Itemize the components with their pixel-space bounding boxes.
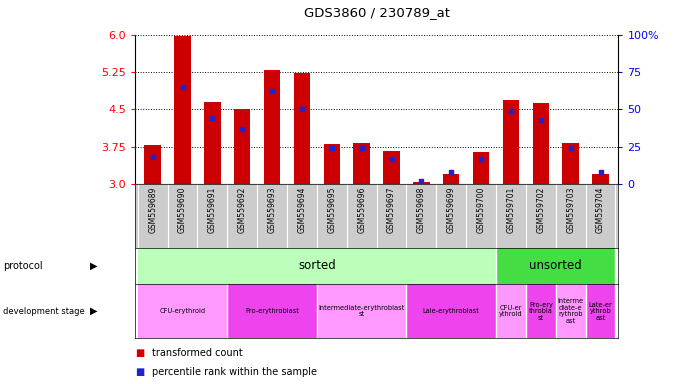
Text: Pro-ery
throbla
st: Pro-ery throbla st bbox=[529, 301, 553, 321]
Point bbox=[386, 156, 397, 162]
Text: GSM559703: GSM559703 bbox=[566, 187, 575, 233]
Text: CFU-er
ythroid: CFU-er ythroid bbox=[499, 305, 523, 317]
Text: Late-er
ythrob
ast: Late-er ythrob ast bbox=[589, 301, 612, 321]
Point bbox=[446, 169, 457, 175]
Bar bbox=[473, 152, 489, 184]
Bar bbox=[585, 284, 616, 338]
Text: development stage: development stage bbox=[3, 306, 85, 316]
Bar bbox=[227, 284, 317, 338]
Text: GDS3860 / 230789_at: GDS3860 / 230789_at bbox=[303, 6, 450, 19]
Bar bbox=[562, 143, 579, 184]
Text: transformed count: transformed count bbox=[152, 348, 243, 358]
Text: ■: ■ bbox=[135, 367, 144, 377]
Text: GSM559691: GSM559691 bbox=[208, 187, 217, 233]
Text: ▶: ▶ bbox=[90, 261, 97, 271]
Bar bbox=[323, 144, 340, 184]
Text: Interme
diate-e
rythrob
ast: Interme diate-e rythrob ast bbox=[558, 298, 584, 324]
Text: GSM559689: GSM559689 bbox=[148, 187, 157, 233]
Text: GSM559693: GSM559693 bbox=[267, 187, 276, 233]
Text: Lale-erythroblast: Lale-erythroblast bbox=[423, 308, 480, 314]
Point bbox=[475, 156, 486, 162]
Text: Pro-erythroblast: Pro-erythroblast bbox=[245, 308, 299, 314]
Bar bbox=[234, 109, 250, 184]
Point bbox=[177, 84, 188, 90]
Point bbox=[147, 154, 158, 161]
Bar bbox=[174, 36, 191, 184]
Point bbox=[416, 178, 427, 184]
Text: CFU-erythroid: CFU-erythroid bbox=[160, 308, 206, 314]
Bar bbox=[496, 248, 616, 284]
Point bbox=[237, 126, 248, 132]
Point bbox=[326, 145, 337, 151]
Bar bbox=[264, 70, 281, 184]
Bar bbox=[592, 174, 609, 184]
Bar bbox=[443, 174, 460, 184]
Text: GSM559701: GSM559701 bbox=[507, 187, 515, 233]
Bar bbox=[138, 248, 496, 284]
Text: GSM559696: GSM559696 bbox=[357, 187, 366, 233]
Bar bbox=[354, 143, 370, 184]
Text: Intermediate-erythroblast
st: Intermediate-erythroblast st bbox=[319, 305, 405, 317]
Text: unsorted: unsorted bbox=[529, 260, 582, 272]
Bar bbox=[413, 182, 430, 184]
Point bbox=[356, 145, 367, 151]
Text: GSM559702: GSM559702 bbox=[536, 187, 545, 233]
Text: GSM559694: GSM559694 bbox=[297, 187, 306, 233]
Bar bbox=[317, 284, 406, 338]
Text: ▶: ▶ bbox=[90, 306, 97, 316]
Bar bbox=[406, 284, 496, 338]
Bar bbox=[526, 284, 556, 338]
Point bbox=[207, 115, 218, 121]
Text: percentile rank within the sample: percentile rank within the sample bbox=[152, 367, 317, 377]
Text: GSM559699: GSM559699 bbox=[447, 187, 456, 233]
Text: sorted: sorted bbox=[298, 260, 336, 272]
Text: GSM559690: GSM559690 bbox=[178, 187, 187, 233]
Text: GSM559700: GSM559700 bbox=[477, 187, 486, 233]
Point bbox=[536, 117, 547, 123]
Bar bbox=[204, 102, 220, 184]
Point bbox=[595, 169, 606, 175]
Point bbox=[267, 88, 278, 94]
Bar bbox=[556, 284, 585, 338]
Text: GSM559697: GSM559697 bbox=[387, 187, 396, 233]
Bar bbox=[384, 151, 399, 184]
Point bbox=[296, 106, 307, 113]
Point bbox=[505, 108, 516, 114]
Bar bbox=[144, 145, 161, 184]
Text: GSM559698: GSM559698 bbox=[417, 187, 426, 233]
Text: protocol: protocol bbox=[3, 261, 43, 271]
Bar bbox=[496, 284, 526, 338]
Text: GSM559695: GSM559695 bbox=[328, 187, 337, 233]
Text: GSM559692: GSM559692 bbox=[238, 187, 247, 233]
Point bbox=[565, 145, 576, 151]
Text: ■: ■ bbox=[135, 348, 144, 358]
Bar bbox=[503, 101, 519, 184]
Bar bbox=[294, 73, 310, 184]
Text: GSM559704: GSM559704 bbox=[596, 187, 605, 233]
Bar bbox=[533, 103, 549, 184]
Bar bbox=[138, 284, 227, 338]
